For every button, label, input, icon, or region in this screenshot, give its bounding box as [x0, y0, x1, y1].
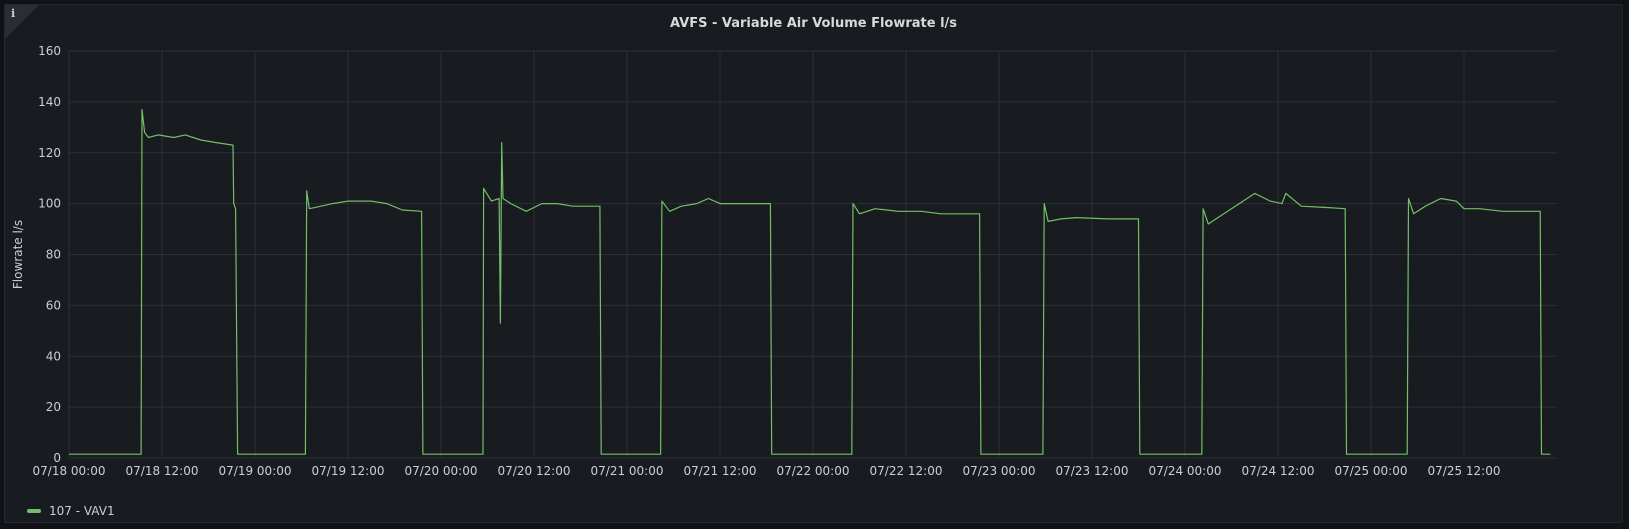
x-tick-label: 07/25 00:00	[1335, 464, 1408, 478]
x-tick-label: 07/24 00:00	[1149, 464, 1222, 478]
x-tick-label: 07/21 00:00	[591, 464, 664, 478]
legend-label: 107 - VAV1	[49, 504, 115, 518]
chart-title: AVFS - Variable Air Volume Flowrate l/s	[669, 16, 958, 31]
y-tick-label: 100	[38, 197, 61, 211]
x-tick-label: 07/23 12:00	[1056, 464, 1129, 478]
x-tick-label: 07/20 00:00	[405, 464, 478, 478]
y-tick-label: 120	[38, 146, 61, 160]
y-tick-label: 160	[38, 44, 61, 58]
x-tick-label: 07/25 12:00	[1428, 464, 1501, 478]
y-tick-label: 60	[46, 298, 61, 312]
x-tick-label: 07/22 12:00	[870, 464, 943, 478]
x-tick-label: 07/22 00:00	[777, 464, 850, 478]
x-tick-label: 07/21 12:00	[684, 464, 757, 478]
chart-legend[interactable]: 107 - VAV1	[27, 504, 115, 518]
x-tick-label: 07/18 12:00	[126, 464, 199, 478]
x-tick-label: 07/24 12:00	[1242, 464, 1315, 478]
panel-info-corner[interactable]	[5, 5, 39, 39]
y-tick-label: 20	[46, 400, 61, 414]
series-line	[69, 108, 1551, 455]
y-axis-label: Flowrate l/s	[11, 220, 25, 289]
x-tick-label: 07/19 00:00	[219, 464, 292, 478]
x-tick-label: 07/23 00:00	[963, 464, 1036, 478]
x-tick-label: 07/20 12:00	[498, 464, 571, 478]
info-icon[interactable]: i	[11, 7, 16, 20]
y-tick-label: 80	[46, 248, 61, 262]
x-tick-label: 07/19 12:00	[312, 464, 385, 478]
y-tick-label: 40	[46, 349, 61, 363]
y-tick-label: 0	[53, 451, 61, 465]
legend-swatch	[27, 509, 41, 513]
x-tick-label: 07/18 00:00	[33, 464, 106, 478]
y-tick-label: 140	[38, 95, 61, 109]
